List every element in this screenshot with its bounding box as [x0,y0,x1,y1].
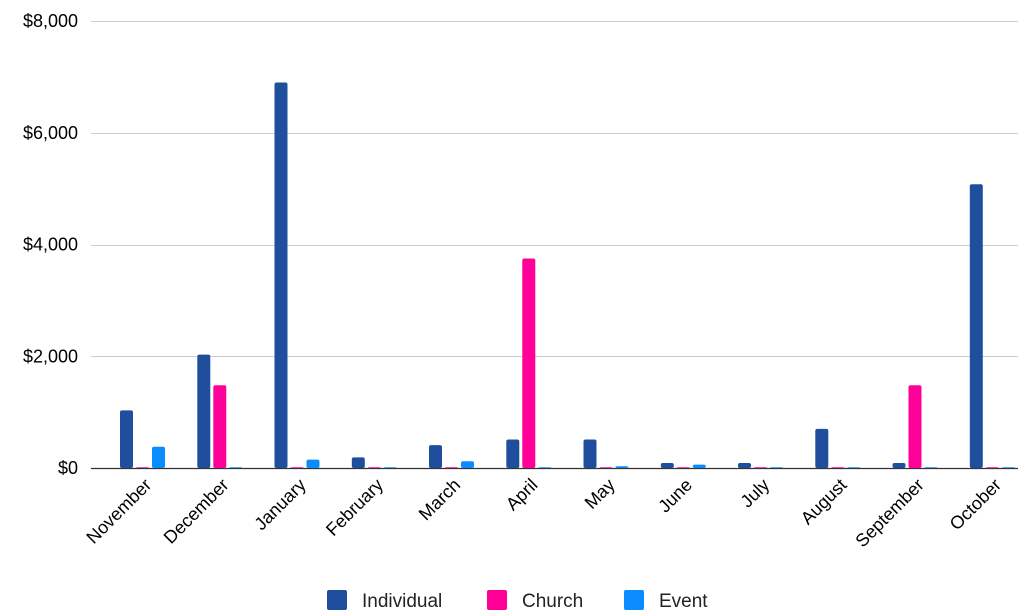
x-tick-label: August [797,475,851,529]
bar-event-october [1001,467,1015,468]
bar-church-february [367,467,381,468]
x-tick-label: November [82,475,155,548]
x-axis-tick-labels: November December January February March Apri… [82,475,1005,551]
bar-individual-march [429,445,442,468]
y-tick-label: $2,000 [23,346,78,366]
legend-swatch [327,590,347,610]
bar-church-january [290,467,304,468]
x-tick-label: July [737,475,774,512]
bar-individual-february [351,457,365,468]
bar-church-june [676,467,690,468]
legend-item-individual: Individual [327,590,442,611]
bar-church-august [831,467,845,468]
bar-individual-november [120,410,133,468]
bar-event-march [461,461,474,468]
bar-event-may [615,466,629,468]
x-tick-label: February [322,475,387,540]
bar-event-september [924,467,938,468]
legend-label: Event [659,591,708,611]
y-tick-label: $8,000 [23,11,78,31]
bar-church-december [213,385,227,468]
legend-item-church: Church [487,590,583,611]
x-tick-label: December [160,475,233,548]
bar-event-january [306,459,320,468]
bar-event-april [538,467,552,468]
x-tick-label: March [415,475,465,525]
gridlines [91,21,1018,470]
bar-event-february [383,467,397,468]
legend-swatch [487,590,507,610]
bar-event-june [692,464,706,468]
bar-event-august [847,467,861,468]
x-tick-label: April [502,475,542,515]
bar-individual-september [892,463,906,468]
y-tick-label: $4,000 [23,235,78,255]
y-tick-label: $6,000 [23,123,78,143]
bar-church-november [136,467,149,468]
legend-label: Church [522,591,583,611]
bar-church-september [908,385,922,468]
legend: Individual Church Event [327,590,708,611]
x-tick-label: September [851,475,927,551]
bar-church-october [985,467,999,468]
bar-event-november [152,446,165,468]
y-axis-tick-labels: $0 $2,000 $4,000 $6,000 $8,000 [23,11,78,478]
bar-individual-april [506,439,520,468]
legend-item-event: Event [624,590,708,611]
bar-individual-may [583,439,597,468]
bar-individual-october [969,184,983,468]
bar-individual-december [197,354,211,468]
x-tick-label: October [946,475,1005,534]
bar-individual-july [738,463,751,468]
bar-event-december [229,467,243,468]
bar-church-may [599,467,613,468]
legend-swatch [624,590,644,610]
bar-church-april [522,258,536,468]
bar-individual-january [274,82,288,468]
bar-church-july [754,467,767,468]
x-tick-label: January [250,475,309,534]
y-tick-label: $0 [58,458,78,478]
bar-event-july [770,467,783,468]
bar-church-march [445,467,458,468]
legend-label: Individual [362,591,442,611]
x-tick-label: May [581,475,619,513]
bars [120,82,1015,468]
x-tick-label: June [654,475,696,517]
bar-individual-june [660,463,674,468]
bar-individual-august [815,428,829,468]
